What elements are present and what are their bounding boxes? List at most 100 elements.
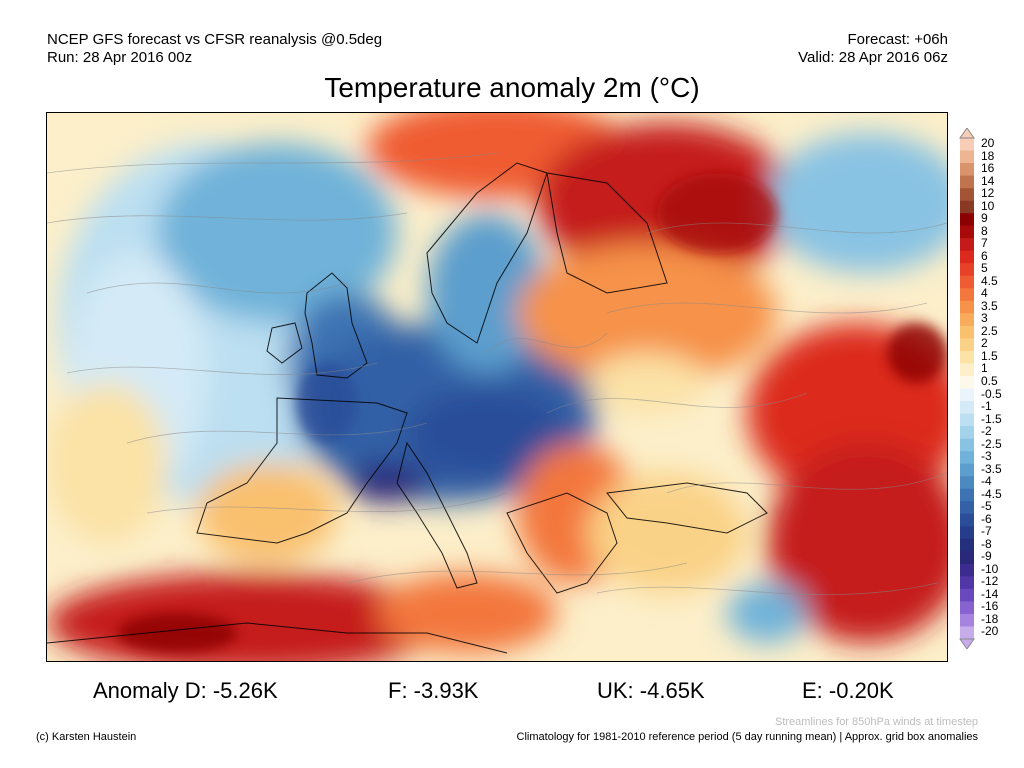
colorbar-cell xyxy=(960,426,974,439)
colorbar-label: -2.5 xyxy=(981,436,1002,451)
colorbar-label: -3 xyxy=(981,449,992,464)
colorbar-label: 20 xyxy=(981,136,995,150)
colorbar-label: -10 xyxy=(981,561,999,576)
colorbar-label: -0.5 xyxy=(981,386,1002,401)
colorbar-cell xyxy=(960,275,974,289)
colorbar-label: -12 xyxy=(981,574,999,589)
colorbar-cell xyxy=(960,175,974,189)
colorbar-cell xyxy=(960,463,974,477)
colorbar-label: -4 xyxy=(981,474,992,489)
colorbar-cell xyxy=(960,238,974,252)
colorbar-cell xyxy=(960,313,974,327)
colorbar-cell xyxy=(960,413,974,427)
colorbar-cell xyxy=(960,375,974,389)
colorbar-max-arrow xyxy=(959,128,975,139)
colorbar-cell xyxy=(960,401,974,414)
colorbar-label: 4 xyxy=(981,286,988,301)
colorbar-cell xyxy=(960,601,974,615)
colorbar-label: 9 xyxy=(981,211,988,226)
colorbar-label: 3 xyxy=(981,311,988,326)
forecast-info: Forecast: +06h Valid: 28 Apr 2016 06z xyxy=(798,31,948,67)
model-description: NCEP GFS forecast vs CFSR reanalysis @0.… xyxy=(47,31,383,48)
anomaly-germany: Anomaly D: -5.26K xyxy=(93,678,278,703)
colorbar-cell xyxy=(960,388,974,402)
climatology-note: Climatology for 1981-2010 reference peri… xyxy=(516,731,978,743)
colorbar-cell xyxy=(960,225,974,239)
colorbar-cell xyxy=(960,501,974,515)
wind-streamlines xyxy=(47,152,947,595)
colorbar-cell xyxy=(960,588,974,602)
colorbar-cell xyxy=(960,551,974,565)
colorbar-cell xyxy=(960,350,974,364)
colorbar-label: -8 xyxy=(981,536,992,551)
colorbar-cell xyxy=(960,213,974,226)
colorbar-min-arrow xyxy=(959,638,975,649)
colorbar-cell xyxy=(960,538,974,552)
colorbar-cell xyxy=(960,476,974,489)
colorbar-label: 2 xyxy=(981,336,988,351)
colorbar-cell xyxy=(960,300,974,314)
colorbar-label: 2.5 xyxy=(981,323,998,338)
anomaly-field xyxy=(47,113,947,661)
colorbar-cell xyxy=(960,338,974,352)
forecast-hour: Forecast: +06h xyxy=(847,31,948,48)
colorbar-label: -6 xyxy=(981,511,992,526)
colorbar-cell xyxy=(960,526,974,540)
colorbar-label: 12 xyxy=(981,186,995,201)
colorbar-cell xyxy=(960,150,974,164)
temperature-anomaly-map xyxy=(46,112,948,662)
copyright: (c) Karsten Haustein xyxy=(36,731,137,743)
colorbar-label: 1 xyxy=(981,361,988,376)
colorbar-label: 6 xyxy=(981,248,988,263)
colorbar-cell xyxy=(960,626,974,640)
colorbar-cell xyxy=(960,188,974,201)
colorbar-label: 18 xyxy=(981,148,995,163)
colorbar-cell xyxy=(960,250,974,264)
colorbar-label: -16 xyxy=(981,599,999,614)
colorbar-label: -2 xyxy=(981,424,992,439)
colorbar-cell xyxy=(960,563,974,577)
colorbar-label: -9 xyxy=(981,549,992,564)
coastlines xyxy=(47,162,768,654)
colorbar-label: 7 xyxy=(981,236,988,251)
colorbar-label: 3.5 xyxy=(981,298,998,313)
colorbar-label: -3.5 xyxy=(981,461,1002,476)
colorbar-cell xyxy=(960,438,974,452)
colorbar-label: 16 xyxy=(981,161,995,176)
colorbar-label: -5 xyxy=(981,499,992,514)
colorbar-label: -18 xyxy=(981,611,999,626)
colorbar-label: -4.5 xyxy=(981,486,1002,501)
colorbar-cell xyxy=(960,138,974,151)
streamline-note: Streamlines for 850hPa winds at timestep xyxy=(775,716,978,728)
colorbar-label: -20 xyxy=(981,624,999,639)
colorbar-label: 8 xyxy=(981,223,988,238)
colorbar-cell xyxy=(960,613,974,627)
colorbar-cell xyxy=(960,163,974,176)
colorbar-cell xyxy=(960,576,974,590)
colorbar-label: 5 xyxy=(981,261,988,276)
map-title: Temperature anomaly 2m (°C) xyxy=(324,72,700,103)
colorbar-label: 10 xyxy=(981,198,995,213)
colorbar-cell xyxy=(960,200,974,214)
colorbar-label: -14 xyxy=(981,586,999,601)
colorbar-cell xyxy=(960,363,974,377)
colorbar-cell xyxy=(960,451,974,464)
anomaly-uk: UK: -4.65K xyxy=(597,678,705,703)
colorbar-cell xyxy=(960,263,974,277)
colorbar-label: 0.5 xyxy=(981,373,998,388)
colorbar-label: -1 xyxy=(981,399,992,414)
colorbar-label: 1.5 xyxy=(981,348,998,363)
colorbar-cell xyxy=(960,488,974,502)
colorbar-label: -1.5 xyxy=(981,411,1002,426)
colorbar xyxy=(959,128,975,649)
colorbar-cell xyxy=(960,288,974,302)
run-time: Run: 28 Apr 2016 00z xyxy=(47,49,193,66)
colorbar-cell xyxy=(960,325,974,339)
colorbar-label: 14 xyxy=(981,173,995,188)
valid-time: Valid: 28 Apr 2016 06z xyxy=(798,49,948,66)
anomaly-detail xyxy=(117,173,947,653)
model-info: NCEP GFS forecast vs CFSR reanalysis @0.… xyxy=(47,31,382,67)
colorbar-label: 4.5 xyxy=(981,273,998,288)
anomaly-france: F: -3.93K xyxy=(388,678,479,703)
anomaly-spain: E: -0.20K xyxy=(802,678,894,703)
